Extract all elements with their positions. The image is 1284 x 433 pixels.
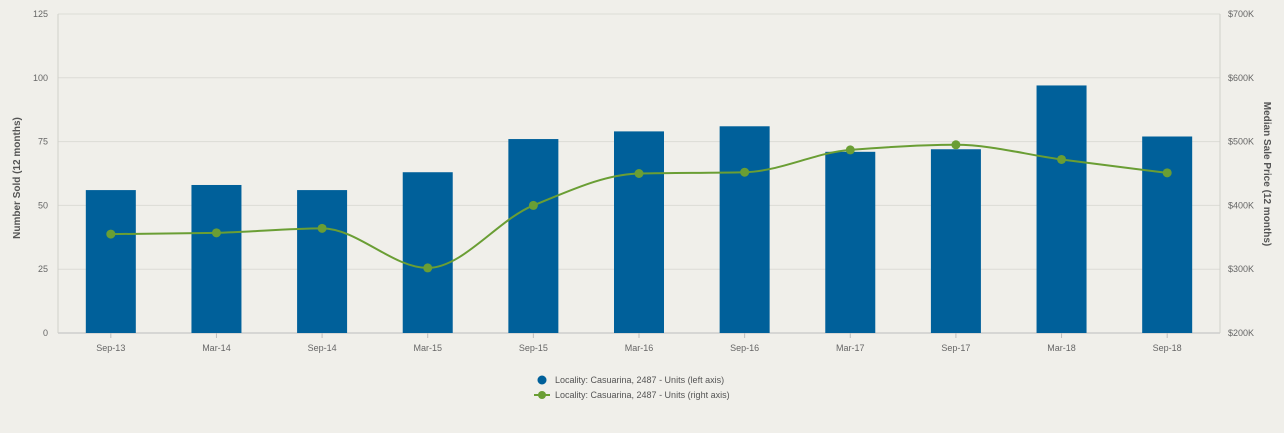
bar[interactable] xyxy=(1142,136,1193,333)
line-point[interactable] xyxy=(951,140,961,150)
x-tick-label: Mar-18 xyxy=(1047,343,1076,353)
line-point[interactable] xyxy=(1057,154,1067,164)
line-point[interactable] xyxy=(1162,168,1172,178)
legend: Locality: Casuarina, 2487 - Units (left … xyxy=(534,375,730,400)
bar[interactable] xyxy=(85,190,136,333)
left-axis-ticks: 0 25 50 75 100 125 xyxy=(33,9,48,338)
x-tick-label: Mar-16 xyxy=(625,343,654,353)
line-series xyxy=(106,140,1172,273)
x-tick-label: Sep-17 xyxy=(941,343,970,353)
right-tick-label: $600K xyxy=(1228,73,1254,83)
bar[interactable] xyxy=(614,131,664,333)
bar[interactable] xyxy=(297,190,348,333)
bar-series xyxy=(85,85,1193,334)
bar[interactable] xyxy=(1036,85,1087,334)
legend-bar-marker xyxy=(537,375,547,385)
line-point[interactable] xyxy=(317,223,327,233)
line-point[interactable] xyxy=(423,263,433,273)
line-point[interactable] xyxy=(634,169,644,178)
bar[interactable] xyxy=(930,149,981,333)
legend-line-label: Locality: Casuarina, 2487 - Units (right… xyxy=(555,390,730,400)
x-tick-label: Sep-14 xyxy=(308,343,337,353)
line-point[interactable] xyxy=(740,167,750,177)
right-tick-label: $700K xyxy=(1228,9,1254,19)
bar[interactable] xyxy=(191,184,242,333)
x-tick-label: Sep-18 xyxy=(1153,343,1182,353)
left-axis-title: Number Sold (12 months) xyxy=(12,117,23,239)
left-tick-label: 50 xyxy=(38,200,48,210)
x-tick-label: Mar-15 xyxy=(413,343,442,353)
line-point[interactable] xyxy=(106,229,116,239)
x-tick-label: Sep-16 xyxy=(730,343,759,353)
line-point[interactable] xyxy=(845,145,855,155)
x-tick-label: Sep-13 xyxy=(96,343,125,353)
bar[interactable] xyxy=(508,139,559,333)
left-tick-label: 25 xyxy=(38,264,48,274)
legend-bar-label: Locality: Casuarina, 2487 - Units (left … xyxy=(555,375,724,385)
right-tick-label: $200K xyxy=(1228,328,1254,338)
x-tick-label: Sep-15 xyxy=(519,343,548,353)
x-tick-label: Mar-17 xyxy=(836,343,865,353)
line-point[interactable] xyxy=(211,228,221,238)
legend-item-bars[interactable]: Locality: Casuarina, 2487 - Units (left … xyxy=(537,375,725,385)
bar[interactable] xyxy=(719,126,770,334)
legend-item-line[interactable]: Locality: Casuarina, 2487 - Units (right… xyxy=(534,390,730,400)
right-tick-label: $300K xyxy=(1228,264,1254,274)
right-axis-ticks: $200K $300K $400K $500K $600K $700K xyxy=(1228,9,1254,338)
left-tick-label: 75 xyxy=(38,137,48,147)
right-axis-title: Median Sale Price (12 months) xyxy=(1261,102,1272,247)
line-point[interactable] xyxy=(528,200,538,210)
legend-line-marker xyxy=(538,391,546,399)
bar[interactable] xyxy=(825,151,876,333)
right-tick-label: $400K xyxy=(1228,200,1254,210)
left-tick-label: 125 xyxy=(33,9,48,19)
x-axis-ticks: Sep-13 Mar-14 Sep-14 Mar-15 Sep-15 Mar-16 Sep-… xyxy=(96,333,1182,353)
right-tick-label: $500K xyxy=(1228,137,1254,147)
bar[interactable] xyxy=(402,172,453,333)
left-tick-label: 0 xyxy=(43,328,48,338)
left-tick-label: 100 xyxy=(33,73,48,83)
x-tick-label: Mar-14 xyxy=(202,343,231,353)
